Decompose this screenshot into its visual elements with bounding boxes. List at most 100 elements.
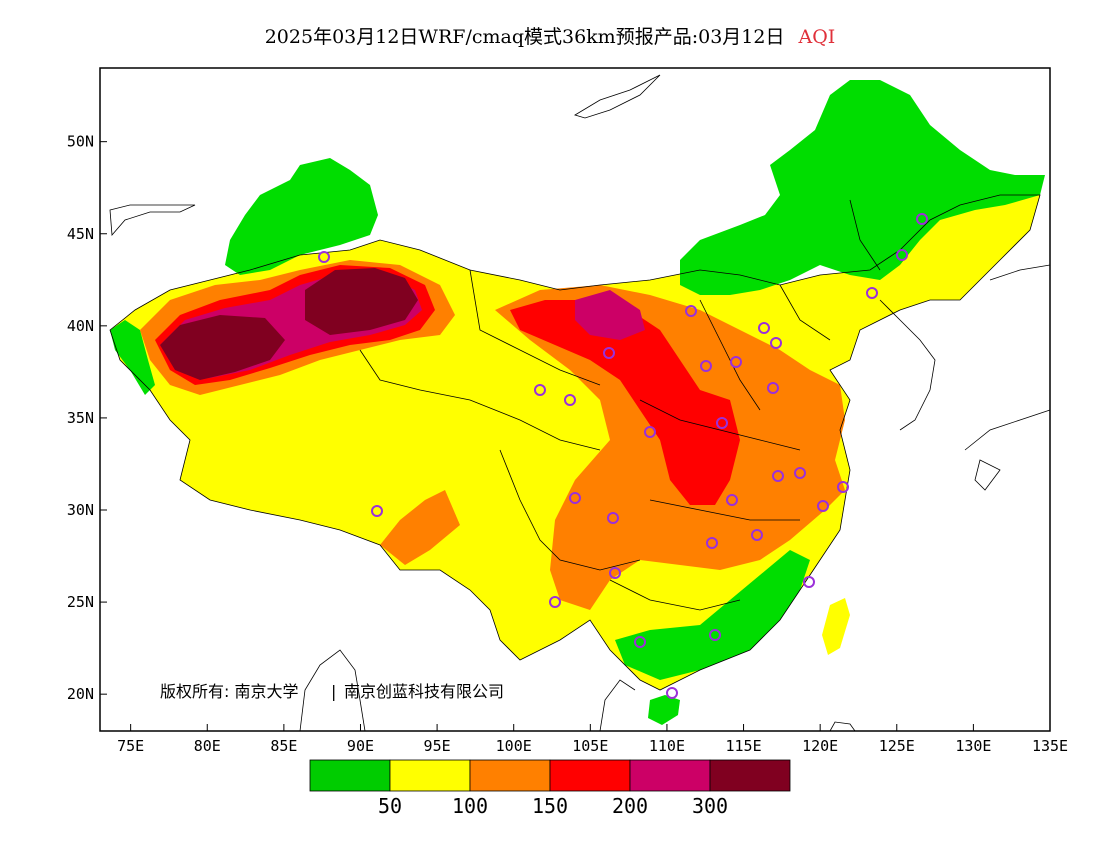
coast-japan-2: [974, 459, 1001, 491]
aqi-region-green-nw: [225, 158, 378, 275]
station-marker: [794, 467, 806, 479]
province-line-5: [649, 499, 800, 521]
station-marker: [770, 337, 782, 349]
station-marker: [751, 529, 763, 541]
station-marker: [318, 251, 330, 263]
station-marker: [772, 470, 784, 482]
station-marker: [726, 494, 738, 506]
station-marker: [817, 500, 829, 512]
province-line-1: [359, 349, 601, 451]
colorbar-bin: [629, 759, 711, 792]
station-markers: [318, 213, 928, 699]
station-marker: [730, 356, 742, 368]
x-tick-label: 75E: [117, 737, 144, 755]
colorbar-bin: [709, 759, 791, 792]
copyright-text: 版权所有: 南京大学: [160, 682, 298, 701]
station-marker: [666, 687, 678, 699]
x-tick-label: 90E: [347, 737, 374, 755]
station-marker: [706, 537, 718, 549]
se-asia-coast: [299, 649, 366, 732]
station-marker: [685, 305, 697, 317]
x-tick-label: 120E: [802, 737, 838, 755]
colorbar-labels: 50 100 150 200 300: [378, 794, 728, 818]
station-marker: [569, 492, 581, 504]
y-tick-label: 40N: [67, 317, 94, 335]
y-tick-label: 50N: [67, 133, 94, 151]
x-tick-label: 125E: [879, 737, 915, 755]
copyright-company: 南京创蓝科技有限公司: [344, 682, 504, 701]
x-tick-label: 110E: [649, 737, 685, 755]
x-tick-label: 95E: [424, 737, 451, 755]
aqi-region-orange-tibet: [380, 490, 460, 565]
province-line-4: [639, 399, 801, 451]
y-tick-label: 20N: [67, 685, 94, 703]
station-marker: [758, 322, 770, 334]
station-marker: [896, 249, 908, 261]
station-marker: [603, 347, 615, 359]
aqi-region-maroon-east: [305, 268, 418, 335]
aqi-region-red-central: [510, 300, 740, 505]
station-marker: [534, 384, 546, 396]
map-title: 2025年03月12日WRF/cmaq模式36km预报产品:03月12日 AQI: [0, 22, 1100, 49]
station-marker: [767, 382, 779, 394]
x-tick-label: 105E: [572, 737, 608, 755]
map-frame: [99, 67, 1051, 732]
colorbar: [309, 759, 791, 792]
colorbar-bin: [309, 759, 391, 792]
coast-japan: [964, 409, 1051, 451]
boundary-lines: [109, 74, 1051, 732]
y-tick-label: 25N: [67, 593, 94, 611]
bottom-coast: [829, 721, 856, 732]
x-tick-label: 85E: [270, 737, 297, 755]
x-tick-label: 80E: [194, 737, 221, 755]
colorbar-bin: [469, 759, 551, 792]
province-line-9: [609, 579, 741, 611]
province-line-6: [699, 299, 761, 411]
y-tick-label: 35N: [67, 409, 94, 427]
province-line-7: [779, 284, 831, 341]
aqi-region-taiwan: [822, 598, 850, 655]
colorbar-label: 200: [612, 794, 648, 818]
x-tick-label: 135E: [1032, 737, 1068, 755]
colorbar-label: 50: [378, 794, 402, 818]
y-tick-label: 45N: [67, 225, 94, 243]
china-border: [109, 194, 1041, 691]
x-tick-label: 130E: [955, 737, 991, 755]
station-marker: [371, 505, 383, 517]
station-marker: [549, 596, 561, 608]
indochina-coast: [599, 679, 636, 732]
station-marker: [866, 287, 878, 299]
colorbar-bin: [389, 759, 471, 792]
variable-label: AQI: [798, 26, 836, 48]
province-line-8: [849, 199, 881, 271]
aqi-region-magenta-central: [575, 290, 645, 340]
station-marker: [609, 567, 621, 579]
aqi-region-green-se: [615, 550, 810, 680]
russia-coast: [989, 264, 1051, 281]
x-tick-label: 115E: [725, 737, 761, 755]
y-tick-label: 30N: [67, 501, 94, 519]
aqi-region-maroon-west: [160, 315, 285, 380]
colorbar-label: 100: [452, 794, 488, 818]
station-marker: [916, 213, 928, 225]
coast-korea: [879, 299, 936, 431]
station-marker: [644, 426, 656, 438]
province-line-3: [499, 449, 641, 571]
caspian-lake: [109, 204, 196, 236]
aqi-region-green-w: [110, 320, 155, 395]
y-axis-ticks: 20N 25N 30N 35N 40N 45N 50N: [67, 133, 107, 703]
title-text: 2025年03月12日WRF/cmaq模式36km预报产品:03月12日: [264, 26, 785, 48]
province-line-2: [469, 269, 601, 386]
station-marker: [803, 576, 815, 588]
station-marker: [709, 629, 721, 641]
colorbar-label: 300: [692, 794, 728, 818]
station-marker: [716, 417, 728, 429]
colorbar-bin: [549, 759, 631, 792]
lake-baikal: [574, 74, 661, 119]
x-tick-label: 100E: [496, 737, 532, 755]
station-marker: [700, 360, 712, 372]
x-axis-ticks: 75E 80E 85E 90E 95E 100E 105E 110E 115E 120E 125E 1…: [117, 724, 1068, 755]
colorbar-label: 150: [532, 794, 568, 818]
station-marker: [607, 512, 619, 524]
